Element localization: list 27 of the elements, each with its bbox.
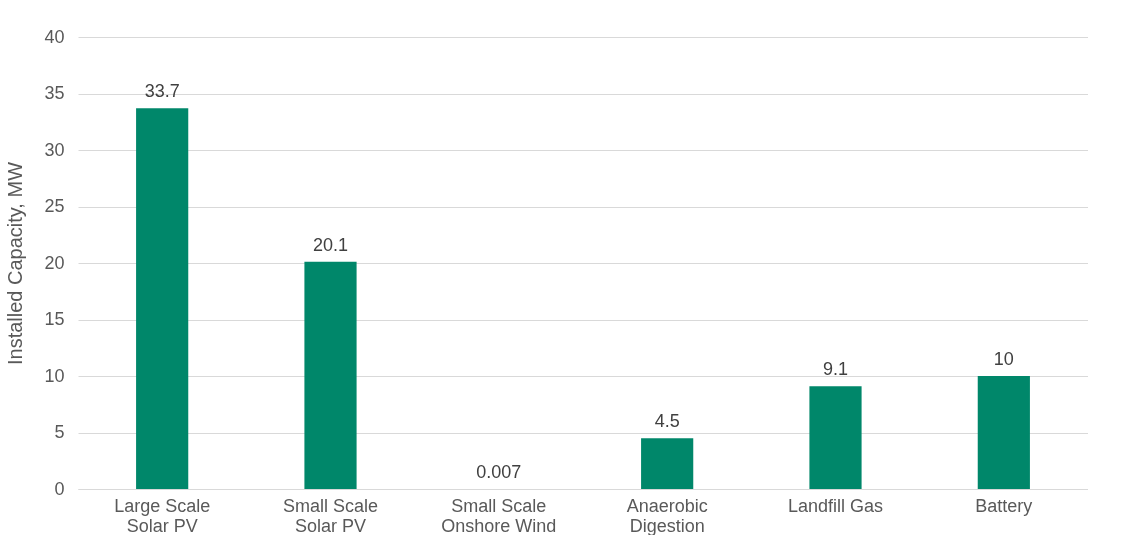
bar: [641, 438, 694, 489]
data-label: 4.5: [654, 411, 680, 432]
x-tick-label: Small Scale Onshore Wind: [441, 495, 557, 536]
y-axis-title: Installed Capacity, MW: [4, 161, 27, 366]
data-label: 20.1: [312, 234, 349, 255]
bar: [136, 108, 189, 489]
bar: [304, 261, 357, 489]
data-label: 9.1: [822, 359, 849, 380]
bar: [809, 386, 862, 489]
y-tick-label: 25: [44, 196, 65, 216]
y-tick-label: 5: [54, 422, 65, 442]
data-label: 0.007: [476, 461, 522, 482]
x-tick-label: Landfill Gas: [787, 495, 884, 516]
data-label: 33.7: [144, 81, 180, 102]
y-tick-label: 10: [44, 365, 65, 386]
y-tick-label: 20: [44, 252, 65, 273]
x-tick-label: Small Scale Solar PV: [282, 495, 379, 536]
y-tick-label: 15: [44, 309, 65, 329]
x-tick-label: Anaerobic Digestion: [626, 495, 708, 536]
bar: [977, 376, 1030, 489]
y-tick-label: 35: [44, 83, 65, 103]
x-tick-label: Battery: [975, 495, 1033, 516]
y-tick-label: 40: [44, 26, 65, 47]
y-tick-label: 30: [44, 139, 65, 160]
y-tick-label: 0: [54, 478, 65, 499]
data-label: 10: [993, 349, 1014, 369]
x-tick-label: Large Scale Solar PV: [114, 495, 211, 536]
